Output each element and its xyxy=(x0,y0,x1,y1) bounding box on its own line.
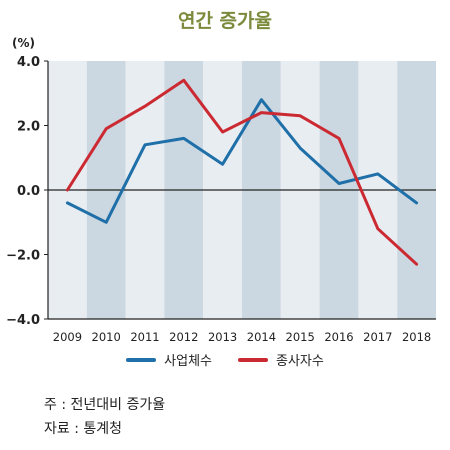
legend: 사업체수 종사자수 xyxy=(0,350,450,369)
x-tick-label: 2015 xyxy=(286,330,315,344)
legend-swatch-business-count xyxy=(126,357,157,362)
series-line-1 xyxy=(65,78,419,266)
chart-title: 연간 증가율 xyxy=(177,10,272,32)
x-tick-label: 2012 xyxy=(169,330,198,344)
y-tick-label: 4.0 xyxy=(17,55,40,70)
y-tick-label: −2.0 xyxy=(6,249,40,264)
x-tick-label: 2009 xyxy=(53,330,82,344)
y-axis-unit: (%) xyxy=(12,36,35,50)
x-tick-label: 2018 xyxy=(402,330,431,344)
x-tick-label: 2017 xyxy=(363,330,392,344)
legend-item-business-count: 사업체수 xyxy=(126,350,212,369)
x-tick-label: 2013 xyxy=(208,330,237,344)
source-text: 자료 : 통계청 xyxy=(44,421,123,437)
x-tick-label: 2014 xyxy=(247,330,276,344)
y-tick-label: −4.0 xyxy=(6,313,40,328)
legend-label-business-count: 사업체수 xyxy=(164,354,212,369)
legend-label-employee-count: 종사자수 xyxy=(276,354,324,369)
notes: 주 : 전년대비 증가율 자료 : 통계청 xyxy=(44,393,165,441)
x-tick-label: 2011 xyxy=(130,330,159,344)
y-tick-label: 2.0 xyxy=(17,120,40,135)
x-tick-label: 2016 xyxy=(324,330,353,344)
legend-swatch-employee-count xyxy=(238,357,268,362)
x-tick-label: 2010 xyxy=(92,330,121,344)
note-text: 주 : 전년대비 증가율 xyxy=(44,397,166,413)
legend-item-employee-count: 종사자수 xyxy=(238,350,324,369)
series-line-0 xyxy=(65,98,419,224)
y-tick-label: 0.0 xyxy=(17,184,40,199)
